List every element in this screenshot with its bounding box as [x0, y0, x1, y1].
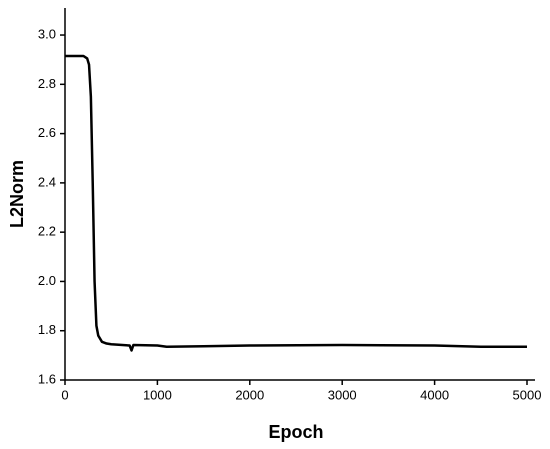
x-tick-label: 4000	[420, 387, 449, 402]
y-tick-label: 3.0	[38, 26, 56, 41]
x-tick-label: 3000	[328, 387, 357, 402]
y-axis-title: L2Norm	[7, 160, 27, 228]
x-tick-label: 1000	[143, 387, 172, 402]
y-tick-label: 2.4	[38, 174, 56, 189]
line	[65, 54, 527, 352]
y-tick-label: 1.6	[38, 371, 56, 386]
x-tick-label: 5000	[513, 387, 542, 402]
x-axis-title: Epoch	[268, 422, 323, 442]
x-tick-label: 2000	[235, 387, 264, 402]
y-tick-label: 2.2	[38, 224, 56, 239]
y-tick-label: 2.6	[38, 125, 56, 140]
y-tick-label: 2.8	[38, 76, 56, 91]
y-tick-label: 1.8	[38, 322, 56, 337]
y-tick-label: 2.0	[38, 273, 56, 288]
x-tick-label: 0	[61, 387, 68, 402]
